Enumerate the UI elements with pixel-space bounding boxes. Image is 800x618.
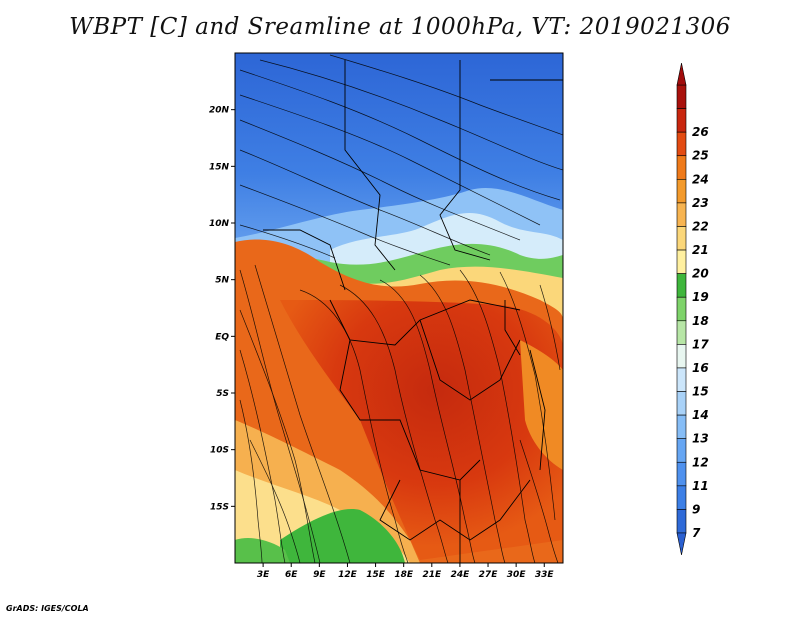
lat-tick-label: 5N xyxy=(215,276,229,286)
southwest-green xyxy=(280,509,405,563)
colorbar-label: 11 xyxy=(692,479,709,493)
lon-tick-label: 9E xyxy=(313,570,326,580)
colorbar-label: 22 xyxy=(692,219,709,233)
colorbar-arrow-high xyxy=(676,62,687,86)
lon-tick-label: 30E xyxy=(507,570,527,580)
lon-tick-label: 18E xyxy=(394,570,414,580)
lon-tick-label: 3E xyxy=(257,570,270,580)
map-frame xyxy=(234,52,564,564)
longitude-axis: 3E 6E 9E 12E 15E 18E 21E 24E 27E 30E 33E xyxy=(257,563,555,580)
colorbar-segment xyxy=(676,226,687,251)
colorbar-segment xyxy=(676,131,687,157)
colorbar: 7 9 11 12 13 14 15 16 17 18 19 20 21 22 23 24 25 26 xyxy=(676,62,709,556)
lon-tick-label: 33E xyxy=(535,570,555,580)
latitude-axis: 20N 15N 10N 5N EQ 5S 10S 15S xyxy=(209,106,235,512)
colorbar-label: 16 xyxy=(692,361,709,375)
colorbar-label: 12 xyxy=(692,455,709,469)
page-title: WBPT [C] and Sreamline at 1000hPa, VT: 2… xyxy=(69,14,731,40)
colorbar-segment xyxy=(676,391,687,416)
colorbar-label: 17 xyxy=(692,337,709,351)
colorbar-segment xyxy=(676,155,687,180)
colorbar-segment xyxy=(676,367,687,392)
lat-tick-label: 15S xyxy=(210,502,229,512)
colorbar-label: 14 xyxy=(692,408,709,422)
colorbar-segment xyxy=(676,202,687,227)
lon-tick-label: 27E xyxy=(479,570,499,580)
lon-tick-label: 12E xyxy=(338,570,358,580)
colorbar-segment xyxy=(676,249,687,274)
colorbar-label: 26 xyxy=(692,125,709,139)
colorbar-segment xyxy=(676,296,687,322)
colorbar-segment xyxy=(676,344,687,369)
colorbar-segment xyxy=(676,108,687,133)
southwest-green-2 xyxy=(235,538,290,563)
colorbar-label: 18 xyxy=(692,314,709,328)
footer-credit: GrADS: IGES/COLA xyxy=(6,604,89,613)
streamlines xyxy=(239,54,563,563)
lat-tick-label: 20N xyxy=(209,106,230,116)
country-borders xyxy=(263,60,563,563)
lat-tick-label: 5S xyxy=(216,389,229,399)
hot-core xyxy=(280,300,563,560)
colorbar-label: 9 xyxy=(692,502,700,516)
lat-tick-label: EQ xyxy=(215,332,229,342)
colorbar-segment xyxy=(676,414,687,439)
lon-tick-label: 6E xyxy=(285,570,298,580)
colorbar-segment xyxy=(676,485,687,510)
colorbar-label: 25 xyxy=(692,149,709,163)
colorbar-label: 13 xyxy=(692,432,709,446)
lon-tick-label: 15E xyxy=(366,570,386,580)
colorbar-label: 23 xyxy=(692,196,709,210)
colorbar-label: 15 xyxy=(692,385,709,399)
colorbar-segment xyxy=(676,438,687,463)
colorbar-arrow-low xyxy=(676,532,687,556)
colorbar-label: 20 xyxy=(692,267,709,281)
colorbar-segment xyxy=(676,273,687,298)
lon-tick-label: 24E xyxy=(451,570,471,580)
east-coast xyxy=(520,340,563,470)
colorbar-segment xyxy=(676,179,687,204)
lat-tick-label: 15N xyxy=(209,162,230,172)
colorbar-segment xyxy=(676,84,687,109)
lat-tick-label: 10N xyxy=(209,219,230,229)
colorbar-label: 21 xyxy=(692,243,709,257)
colorbar-label: 7 xyxy=(692,526,701,540)
map-field xyxy=(235,53,563,563)
colorbar-segment xyxy=(676,320,687,345)
colorbar-label: 24 xyxy=(692,172,709,186)
colorbar-label: 19 xyxy=(692,290,709,304)
colorbar-segment xyxy=(676,509,687,534)
colorbar-segment xyxy=(676,461,687,487)
lon-tick-label: 21E xyxy=(422,570,442,580)
lat-tick-label: 10S xyxy=(210,446,229,456)
